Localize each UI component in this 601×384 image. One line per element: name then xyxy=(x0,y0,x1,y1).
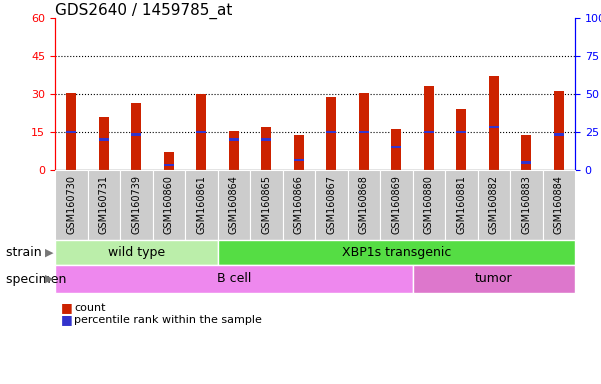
Bar xyxy=(99,117,109,170)
Text: count: count xyxy=(75,303,106,313)
Bar xyxy=(456,131,466,133)
Text: GSM160731: GSM160731 xyxy=(99,175,109,235)
Bar xyxy=(424,131,434,133)
Text: GSM160881: GSM160881 xyxy=(456,175,466,235)
Bar xyxy=(489,126,499,128)
Bar xyxy=(294,159,304,161)
Text: GSM160869: GSM160869 xyxy=(391,175,401,235)
Bar xyxy=(197,94,206,170)
Bar xyxy=(326,96,336,170)
Text: XBP1s transgenic: XBP1s transgenic xyxy=(341,246,451,259)
Bar xyxy=(164,164,174,166)
Bar xyxy=(424,86,434,170)
Bar xyxy=(294,134,304,170)
Text: GSM160739: GSM160739 xyxy=(131,175,141,235)
Text: GSM160882: GSM160882 xyxy=(489,175,499,235)
Bar xyxy=(522,134,531,170)
Text: ■: ■ xyxy=(61,301,73,314)
Bar xyxy=(164,152,174,170)
Text: GSM160867: GSM160867 xyxy=(326,175,336,235)
Text: GDS2640 / 1459785_at: GDS2640 / 1459785_at xyxy=(55,3,233,19)
Bar xyxy=(554,91,564,170)
Bar xyxy=(554,133,564,136)
Text: GSM160883: GSM160883 xyxy=(521,175,531,235)
Bar xyxy=(66,131,76,133)
Text: ▶: ▶ xyxy=(45,274,53,284)
Bar xyxy=(522,161,531,164)
Text: specimen: specimen xyxy=(6,273,70,285)
Bar xyxy=(229,131,239,170)
Text: GSM160884: GSM160884 xyxy=(554,175,564,235)
Bar xyxy=(261,138,271,141)
Bar xyxy=(132,103,141,170)
Bar xyxy=(132,133,141,136)
Text: GSM160861: GSM160861 xyxy=(197,175,206,235)
Bar xyxy=(197,131,206,133)
Bar xyxy=(456,109,466,170)
Text: GSM160730: GSM160730 xyxy=(66,175,76,235)
Text: GSM160868: GSM160868 xyxy=(359,175,369,235)
Text: GSM160865: GSM160865 xyxy=(261,175,271,235)
Text: strain: strain xyxy=(6,246,46,259)
Text: GSM160866: GSM160866 xyxy=(294,175,304,235)
Bar xyxy=(229,138,239,141)
Text: percentile rank within the sample: percentile rank within the sample xyxy=(75,315,262,325)
Bar xyxy=(391,129,401,170)
Text: ■: ■ xyxy=(61,313,73,326)
Bar xyxy=(99,138,109,141)
Text: ▶: ▶ xyxy=(45,248,53,258)
Text: B cell: B cell xyxy=(216,273,251,285)
Text: wild type: wild type xyxy=(108,246,165,259)
Bar xyxy=(326,131,336,133)
Bar xyxy=(359,131,368,133)
Text: GSM160864: GSM160864 xyxy=(229,175,239,235)
Bar xyxy=(359,93,368,170)
Bar xyxy=(391,146,401,149)
Bar xyxy=(489,76,499,170)
Bar xyxy=(261,127,271,170)
Bar xyxy=(66,93,76,170)
Text: tumor: tumor xyxy=(475,273,513,285)
Text: GSM160880: GSM160880 xyxy=(424,175,434,235)
Text: GSM160860: GSM160860 xyxy=(163,175,174,235)
